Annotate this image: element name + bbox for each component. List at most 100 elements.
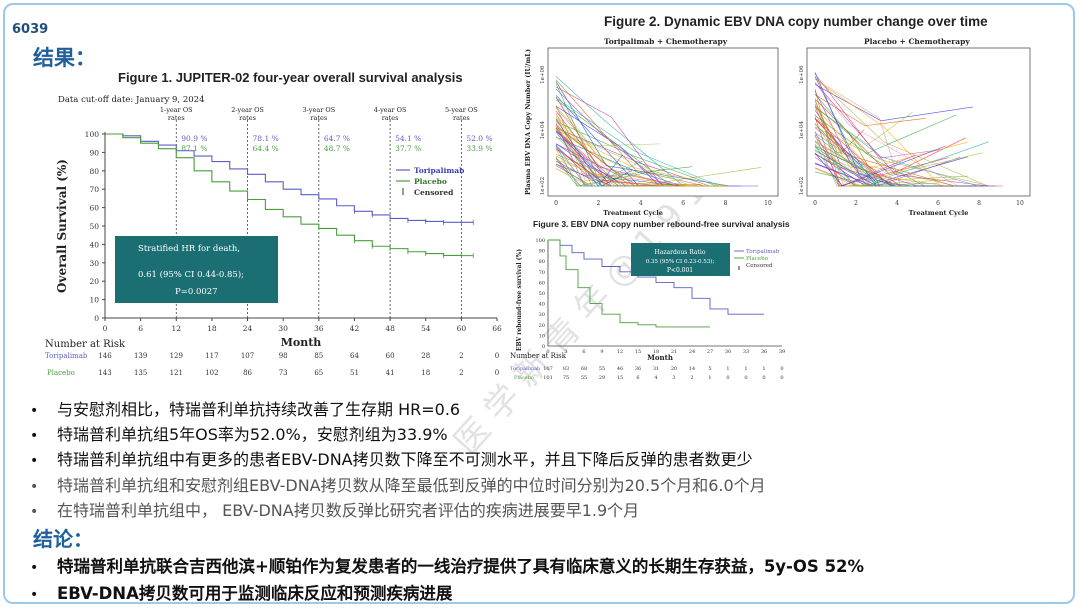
y-tick-label: 80 — [89, 167, 99, 176]
landmark-toripalimab: 52.0 % — [466, 134, 492, 143]
patient-trajectory — [814, 73, 940, 159]
landmark-toripalimab: 54.1 % — [395, 134, 421, 143]
x-tick-label: 30 — [725, 349, 731, 355]
landmark-label: 4-year OS — [374, 106, 407, 114]
conclusion-heading: 结论： — [33, 527, 93, 551]
landmark-toripalimab: 78.1 % — [253, 134, 279, 143]
x-tick-label: 36 — [761, 349, 767, 355]
x-axis-label: Treatment Cycle — [603, 209, 663, 217]
risk-count: 73 — [279, 369, 288, 377]
x-tick-label: 30 — [278, 324, 288, 333]
x-tick-label: 42 — [350, 324, 360, 333]
patient-trajectory — [555, 136, 683, 187]
results-bullets: 与安慰剂相比，特瑞普利单抗持续改善了生存期 HR=0.6 特瑞普利单抗组5年OS… — [30, 398, 1070, 524]
patient-trajectory — [555, 76, 684, 187]
bullet-item: 特瑞普利单抗组和安慰剂组EBV-DNA拷贝数从降至最低到反弹的中位时间分别为20… — [30, 474, 1070, 499]
y-axis-label: Plasma EBV DNA Copy Number (IU/mL) — [524, 49, 532, 195]
patient-trajectory — [814, 106, 947, 187]
risk-count: 1 — [744, 366, 747, 372]
y-tick-label: 20 — [89, 277, 99, 286]
landmark-placebo: 48.7 % — [324, 144, 350, 153]
patient-trajectory — [814, 103, 865, 154]
landmark-label: rates — [382, 114, 399, 122]
risk-count: 2 — [459, 352, 463, 360]
patient-trajectory — [814, 145, 983, 178]
patient-trajectory — [555, 86, 663, 187]
legend-label: Placebo — [746, 256, 769, 262]
x-tick-label: 4 — [895, 200, 899, 207]
risk-count: 31 — [653, 366, 659, 372]
x-tick-label: 15 — [635, 349, 641, 355]
hr-box — [631, 243, 730, 276]
patient-trajectory — [555, 99, 672, 187]
risk-count: 68 — [581, 366, 587, 372]
x-axis-label: Treatment Cycle — [909, 209, 969, 217]
risk-count: 5 — [708, 366, 711, 372]
patient-trajectory — [814, 78, 901, 187]
risk-count: 18 — [421, 369, 430, 377]
x-tick-label: 6 — [681, 200, 685, 207]
y-tick-label: 50 — [89, 222, 99, 231]
risk-count: 101 — [543, 375, 553, 381]
patient-trajectory — [814, 82, 989, 187]
legend-label: Censored — [414, 188, 454, 197]
risk-count: 0 — [780, 366, 783, 372]
x-tick-label: 9 — [600, 349, 603, 355]
patient-trajectory — [814, 116, 949, 187]
patient-trajectory — [814, 100, 955, 187]
risk-row-label: Toripalimab — [510, 366, 540, 372]
hr-box-line: P<0.001 — [667, 267, 693, 274]
patient-trajectory — [814, 82, 959, 187]
patient-trajectory — [555, 159, 730, 187]
x-tick-label: 27 — [707, 349, 713, 355]
conclusion-bullets: 特瑞普利单抗联合吉西他滨+顺铂作为复发患者的一线治疗提供了具有临床意义的长期生存… — [30, 554, 864, 608]
x-tick-label: 6 — [582, 349, 585, 355]
risk-count: 107 — [543, 366, 553, 372]
hr-box-line: 0.35 (95% CI 0.23-0.53); — [646, 258, 715, 265]
landmark-placebo: 87.1 % — [181, 144, 207, 153]
patient-trajectory — [814, 84, 974, 122]
risk-count: 0 — [780, 375, 783, 381]
x-tick-label: 48 — [385, 324, 395, 333]
x-tick-label: 24 — [243, 324, 253, 333]
risk-count: 6 — [636, 375, 639, 381]
y-tick-label: 100 — [535, 238, 545, 244]
risk-count: 55 — [599, 366, 605, 372]
risk-count: 55 — [581, 375, 587, 381]
x-tick-label: 12 — [617, 349, 623, 355]
risk-row-label: Placebo — [514, 375, 534, 381]
patient-trajectory — [555, 127, 692, 187]
risk-count: 0 — [495, 352, 499, 360]
y-tick-label: 60 — [539, 280, 545, 286]
figure2-title: Figure 2. Dynamic EBV DNA copy number ch… — [604, 14, 988, 29]
placebo-curve — [105, 133, 474, 257]
hr-box — [115, 236, 278, 303]
landmark-toripalimab: 90.9 % — [181, 134, 207, 143]
x-tick-label: 18 — [653, 349, 659, 355]
bullet-item: 特瑞普利单抗组中有更多的患者EBV-DNA拷贝数下降至不可测水平，并且下降后反弹… — [30, 448, 1070, 473]
y-tick-label: 1e+06 — [799, 65, 805, 84]
figure2-left-title: Toripalimab + Chemotherapy — [604, 37, 728, 46]
patient-trajectory — [555, 113, 691, 187]
x-tick-label: 0 — [103, 324, 108, 333]
risk-count: 36 — [635, 366, 641, 372]
y-tick-label: 1e+02 — [799, 177, 805, 195]
risk-count: 29 — [599, 375, 605, 381]
y-tick-label: 1e+04 — [799, 121, 805, 140]
risk-count: 4 — [654, 375, 657, 381]
risk-count: 1 — [708, 375, 711, 381]
risk-count: 107 — [241, 352, 254, 360]
x-tick-label: 3 — [564, 349, 567, 355]
risk-count: 51 — [350, 369, 359, 377]
risk-count: 2 — [459, 369, 463, 377]
y-tick-label: 90 — [89, 148, 99, 157]
x-tick-label: 10 — [1016, 200, 1024, 207]
x-tick-label: 36 — [314, 324, 324, 333]
hr-box-line: Stratified HR for death, — [138, 244, 240, 254]
conclusion-item: 特瑞普利单抗联合吉西他滨+顺铂作为复发患者的一线治疗提供了具有临床意义的长期生存… — [30, 554, 864, 581]
y-tick-label: 20 — [539, 323, 545, 329]
bullet-item: 与安慰剂相比，特瑞普利单抗持续改善了生存期 HR=0.6 — [30, 398, 1070, 423]
patient-trajectory — [814, 94, 926, 127]
y-axis-label: EBV rebound-free survival (%) — [516, 249, 523, 351]
